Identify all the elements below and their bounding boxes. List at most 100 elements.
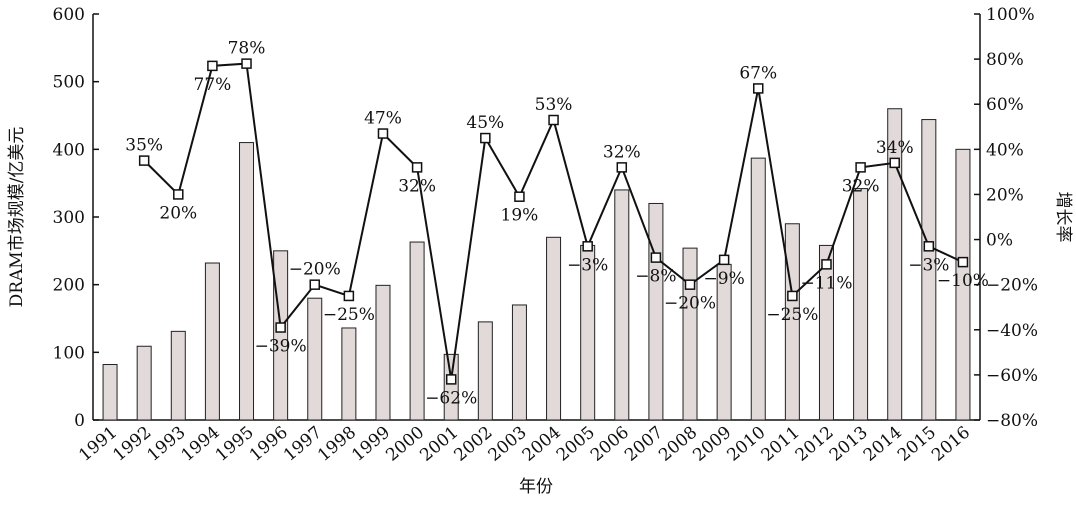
line-marker: [821, 259, 832, 270]
y2-tick-label: −20%: [986, 276, 1038, 296]
y-tick-label: 100: [53, 343, 85, 363]
data-label: 53%: [535, 95, 573, 115]
bar: [750, 157, 766, 421]
x-tick-label: 2015: [894, 423, 940, 466]
x-tick-label: 2007: [621, 423, 667, 466]
bar: [853, 188, 869, 421]
x-tick-label: 2002: [451, 423, 497, 466]
x-axis-label: 年份: [519, 477, 553, 497]
data-label: 77%: [194, 75, 232, 95]
y2-tick-label: −60%: [986, 366, 1038, 386]
bar: [546, 236, 562, 421]
x-tick-label: 2008: [655, 423, 701, 466]
data-label: −62%: [425, 388, 477, 408]
x-tick-label: 1995: [212, 423, 258, 466]
line-marker: [718, 254, 730, 266]
line-marker: [138, 155, 150, 166]
x-tick-label: 2014: [860, 423, 906, 466]
bar: [102, 364, 118, 421]
x-tick-label: 1994: [178, 423, 224, 466]
bar: [204, 262, 220, 421]
x-tick-label: 1997: [280, 423, 326, 466]
line-marker: [957, 256, 969, 268]
bar: [170, 330, 186, 421]
y-tick-label: 300: [53, 208, 85, 228]
x-tick-label: 2001: [416, 423, 462, 466]
line-marker: [411, 162, 423, 173]
bar: [887, 108, 903, 421]
data-label: −10%: [937, 271, 989, 291]
data-label: 47%: [364, 109, 402, 129]
bar: [443, 353, 459, 421]
line-marker: [514, 191, 525, 202]
bar: [955, 148, 971, 421]
x-tick-label: 2016: [928, 423, 974, 466]
line-marker: [173, 189, 184, 200]
line-marker: [309, 279, 320, 290]
y2-tick-label: 100%: [986, 5, 1035, 25]
data-label: 32%: [398, 176, 436, 196]
line-marker: [275, 322, 286, 333]
x-tick-label: 1996: [246, 423, 292, 466]
line-marker: [480, 132, 491, 144]
line-marker: [650, 252, 662, 263]
bar: [307, 297, 323, 421]
bar: [375, 284, 391, 421]
y2-tick-label: 20%: [986, 185, 1024, 205]
line-marker: [548, 114, 559, 126]
y-axis-label: DRAM市场规模/亿美元: [7, 127, 27, 308]
x-tick-label: 2012: [792, 423, 838, 466]
bar: [136, 345, 152, 421]
y2-tick-label: −40%: [986, 321, 1038, 341]
data-label: 35%: [125, 136, 163, 156]
data-label: −25%: [323, 305, 375, 325]
data-label: −3%: [908, 255, 949, 275]
y2-axis-label: 增长率: [1053, 192, 1073, 243]
bar: [818, 244, 834, 421]
x-tick-label: 2011: [758, 423, 804, 466]
y2-tick-label: 60%: [986, 95, 1024, 115]
x-tick-label: 2010: [723, 423, 769, 466]
data-label: −9%: [704, 269, 745, 289]
data-label: 32%: [842, 176, 880, 196]
bar: [921, 119, 937, 421]
data-label: 32%: [603, 142, 641, 162]
bar: [341, 327, 357, 421]
x-tick-label: 1998: [314, 423, 360, 466]
line-marker: [684, 279, 696, 290]
y2-tick-label: 40%: [986, 140, 1024, 160]
y-tick-label: 600: [53, 5, 85, 25]
x-tick-label: 2013: [826, 423, 872, 466]
data-label: −20%: [289, 260, 341, 280]
data-label: 34%: [876, 138, 914, 158]
y2-tick-label: 0%: [986, 231, 1013, 251]
x-tick-label: 2004: [519, 423, 565, 466]
x-tick-label: 2003: [485, 423, 531, 466]
data-label: −25%: [766, 305, 818, 325]
y-tick-label: 0: [74, 411, 85, 431]
bar: [682, 247, 698, 421]
x-tick-label: 2009: [689, 423, 735, 466]
data-label: −39%: [255, 337, 307, 357]
bar: [648, 202, 664, 421]
y-tick-label: 400: [53, 140, 85, 160]
data-label: 20%: [159, 203, 197, 223]
y-tick-label: 200: [53, 276, 85, 296]
data-label: 19%: [501, 206, 539, 226]
bar: [409, 241, 425, 421]
data-label: 78%: [228, 39, 266, 59]
bar: [511, 304, 527, 421]
x-tick-label: 2000: [382, 423, 428, 466]
y2-tick-label: 80%: [986, 50, 1024, 70]
line-marker: [343, 290, 355, 302]
line-marker: [787, 290, 798, 302]
bar: [477, 321, 493, 421]
bar: [273, 250, 289, 421]
data-label: −11%: [800, 273, 852, 293]
line-marker: [616, 162, 628, 173]
line-marker: [241, 58, 252, 69]
line-marker: [207, 60, 218, 72]
x-tick-label: 1993: [144, 423, 190, 466]
x-tick-label: 2005: [553, 423, 599, 466]
